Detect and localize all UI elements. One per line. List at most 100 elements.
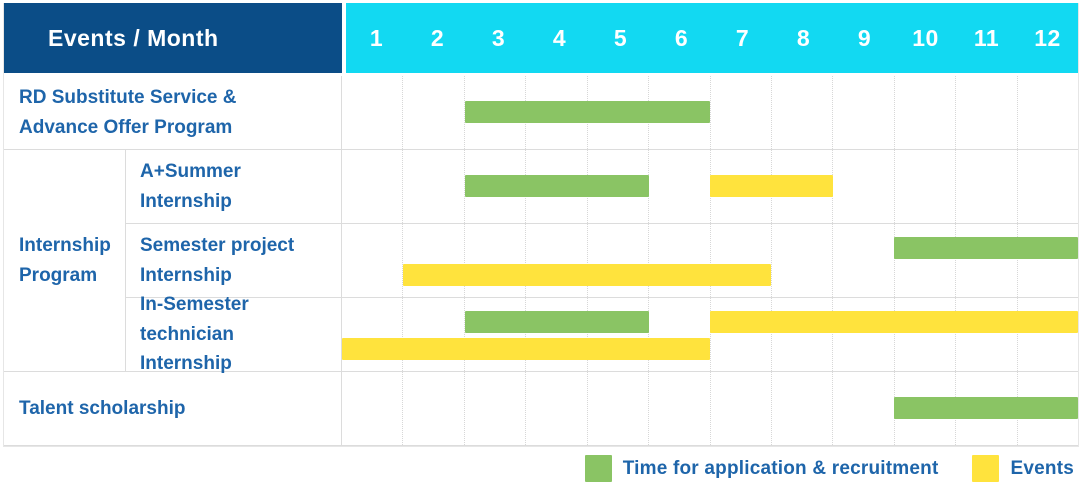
table-row-group: Internship Program A+Summer Internship Sem…	[4, 150, 1078, 374]
month-column	[463, 372, 525, 445]
event-bar	[710, 175, 833, 197]
row-label: In-Semester technician Internship	[126, 294, 342, 374]
month-column	[832, 150, 893, 223]
month-column	[893, 150, 955, 223]
table-body: RD Substitute Service & Advance Offer Pr…	[4, 76, 1078, 446]
month-column	[893, 76, 955, 149]
row-label: A+Summer Internship	[126, 150, 342, 223]
month-column	[709, 224, 771, 297]
month-column	[770, 372, 832, 445]
month-column	[832, 76, 893, 149]
table-row: RD Substitute Service & Advance Offer Pr…	[4, 76, 1078, 150]
month-column	[402, 372, 463, 445]
month-column	[402, 150, 463, 223]
month-column	[955, 150, 1016, 223]
table-header-title: Events / Month	[4, 3, 342, 73]
month-column	[648, 372, 709, 445]
month-column	[770, 76, 832, 149]
row-timeline	[342, 224, 1078, 297]
month-column	[955, 76, 1016, 149]
month-column	[342, 150, 402, 223]
month-column	[586, 298, 648, 371]
table-row: In-Semester technician Internship	[126, 294, 1078, 374]
month-column	[832, 372, 893, 445]
month-column	[709, 76, 771, 149]
group-label: Internship Program	[4, 150, 126, 371]
month-header-6: 6	[674, 24, 689, 51]
month-column	[770, 224, 832, 297]
legend-item: Events	[972, 455, 1074, 482]
application-bar	[894, 397, 1078, 419]
application-bar	[464, 101, 710, 123]
legend-label: Time for application & recruitment	[622, 457, 939, 479]
application-bar	[894, 237, 1078, 259]
month-column	[955, 224, 1016, 297]
event-bar	[403, 264, 772, 286]
month-column	[832, 224, 893, 297]
month-column	[342, 372, 402, 445]
row-label: Talent scholarship	[4, 372, 342, 445]
event-bar	[710, 311, 1078, 333]
row-label: Semester project Internship	[126, 224, 342, 297]
table-header-row: Events / Month 1 2 3 4 5 6 7 8 9 10 11 12	[4, 3, 1078, 73]
month-column	[955, 298, 1016, 371]
month-header-12: 12	[1034, 24, 1061, 51]
months-header: 1 2 3 4 5 6 7 8 9 10 11 12	[346, 3, 1078, 73]
legend-label: Events	[1010, 457, 1074, 479]
month-column	[525, 372, 586, 445]
month-header-1: 1	[369, 24, 384, 51]
month-column	[463, 298, 525, 371]
month-column	[463, 76, 525, 149]
month-column	[342, 76, 402, 149]
month-column	[342, 298, 402, 371]
month-column	[525, 298, 586, 371]
month-column	[402, 76, 463, 149]
month-header-11: 11	[973, 24, 1000, 51]
application-bar	[464, 175, 649, 197]
month-column	[342, 224, 402, 297]
month-column	[1016, 224, 1078, 297]
month-column	[893, 224, 955, 297]
month-header-4: 4	[552, 24, 567, 51]
row-timeline	[342, 76, 1078, 149]
month-column	[586, 224, 648, 297]
month-column	[893, 298, 955, 371]
month-header-3: 3	[491, 24, 506, 51]
month-column	[1016, 76, 1078, 149]
month-column	[832, 298, 893, 371]
table-row: Talent scholarship	[4, 372, 1078, 446]
month-column	[648, 298, 709, 371]
month-column	[648, 224, 709, 297]
events-month-table: Events / Month 1 2 3 4 5 6 7 8 9 10 11 12 RD Substi…	[3, 3, 1079, 447]
application-bar	[464, 311, 649, 333]
application-swatch	[584, 455, 612, 482]
event-bar	[342, 338, 710, 360]
month-header-10: 10	[912, 24, 939, 51]
month-column	[709, 372, 771, 445]
row-timeline	[342, 150, 1078, 223]
row-label: RD Substitute Service & Advance Offer Pr…	[4, 76, 342, 149]
month-column	[463, 224, 525, 297]
group-rows: A+Summer Internship Semester project Inte…	[126, 150, 1078, 374]
month-header-5: 5	[613, 24, 628, 51]
month-column	[402, 224, 463, 297]
month-column	[648, 150, 709, 223]
month-header-7: 7	[735, 24, 750, 51]
month-header-2: 2	[430, 24, 445, 51]
month-column	[1016, 298, 1078, 371]
month-column	[402, 298, 463, 371]
month-column	[709, 298, 771, 371]
table-row: A+Summer Internship	[126, 150, 1078, 223]
month-column	[770, 298, 832, 371]
row-timeline	[342, 298, 1078, 371]
legend: Time for application & recruitment Events	[584, 455, 1074, 482]
month-column	[525, 224, 586, 297]
event-swatch	[972, 455, 1000, 482]
month-column	[586, 372, 648, 445]
month-column	[1016, 150, 1078, 223]
month-header-9: 9	[857, 24, 872, 51]
row-timeline	[342, 372, 1078, 445]
table-row: Semester project Internship	[126, 223, 1078, 297]
month-column	[463, 150, 525, 223]
month-header-8: 8	[796, 24, 811, 51]
